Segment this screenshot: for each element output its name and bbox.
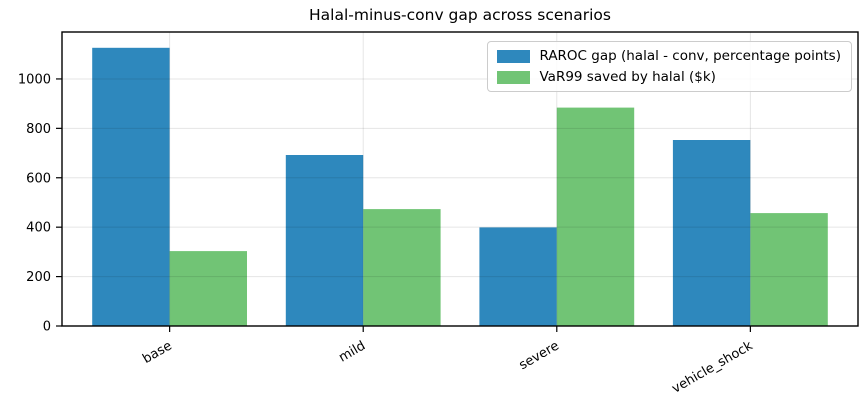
y-tick-label: 0 [43, 320, 51, 335]
plot-frame [61, 31, 859, 327]
bar-severe-s0 [479, 227, 557, 326]
bar-mild-s0 [285, 155, 364, 326]
legend-label-var99: VaR99 saved by halal ($k) [539, 69, 716, 85]
x-tick-label-base: base [140, 338, 174, 366]
x-tick-label-mild: mild [336, 338, 368, 365]
legend-swatch-var99 [497, 70, 531, 84]
y-tick-label: 600 [26, 171, 51, 186]
y-tick-label: 1000 [18, 72, 51, 87]
bar-base-s1 [169, 251, 247, 326]
bar-base-s0 [92, 47, 170, 327]
legend-label-raroc: RAROC gap (halal - conv, percentage poin… [539, 48, 841, 64]
bar-vehicle_shock-s1 [750, 213, 828, 326]
legend-row: VaR99 saved by halal ($k) [497, 69, 841, 85]
bar-vehicle_shock-s0 [672, 140, 751, 326]
y-tick-label: 800 [26, 122, 51, 137]
chart-title: Halal-minus-conv gap across scenarios [309, 6, 611, 24]
x-tick-label-severe: severe [517, 338, 562, 373]
bar-severe-s1 [556, 107, 635, 326]
legend-row: RAROC gap (halal - conv, percentage poin… [497, 48, 841, 64]
x-tick-label-vehicle_shock: vehicle_shock [670, 338, 756, 396]
y-tick-label: 400 [26, 221, 51, 236]
legend: RAROC gap (halal - conv, percentage poin… [487, 41, 852, 92]
y-tick-label: 200 [26, 270, 51, 285]
bar-mild-s1 [363, 209, 441, 326]
legend-swatch-raroc [497, 49, 531, 63]
